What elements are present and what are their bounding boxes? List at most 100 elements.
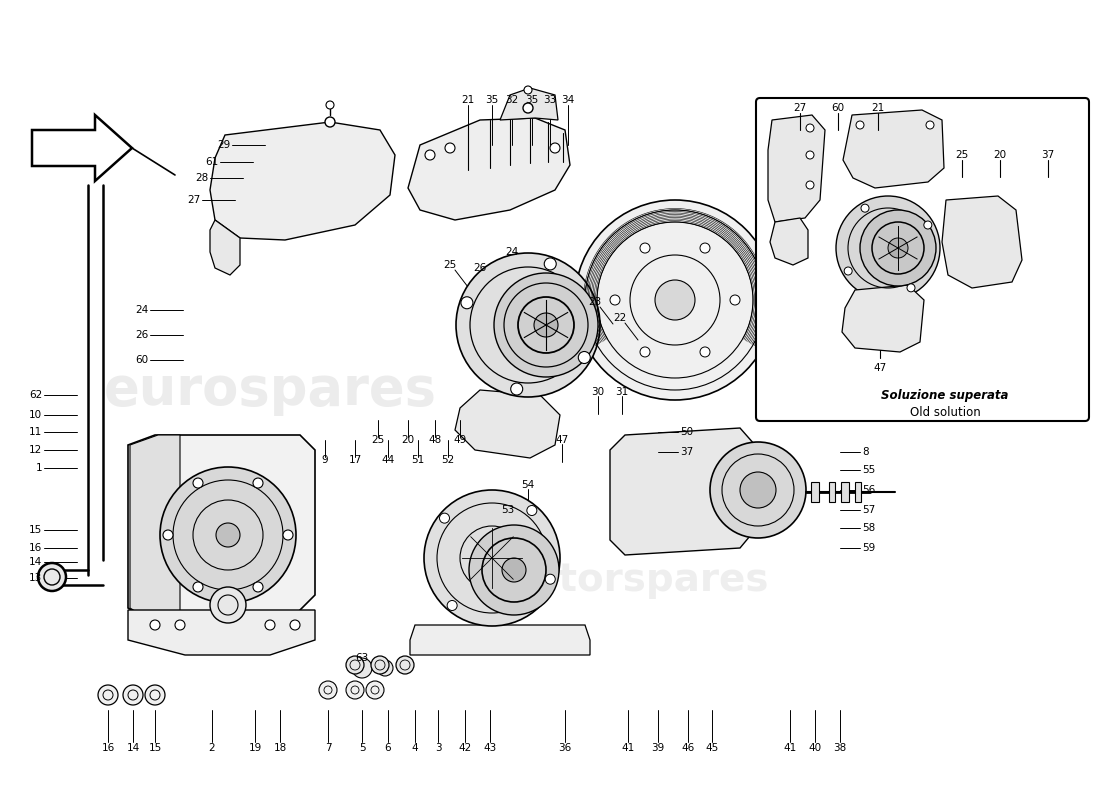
Circle shape xyxy=(346,656,364,674)
Text: 32: 32 xyxy=(505,95,518,105)
Text: eurospares: eurospares xyxy=(103,364,437,416)
Circle shape xyxy=(326,101,334,109)
Circle shape xyxy=(888,238,907,258)
Text: 38: 38 xyxy=(834,743,847,753)
Text: 24: 24 xyxy=(134,305,148,315)
Text: 53: 53 xyxy=(502,505,515,515)
Circle shape xyxy=(352,658,372,678)
Text: 45: 45 xyxy=(705,743,718,753)
Polygon shape xyxy=(942,196,1022,288)
Polygon shape xyxy=(128,610,315,655)
Text: 44: 44 xyxy=(382,455,395,465)
Polygon shape xyxy=(32,115,132,181)
Text: 4: 4 xyxy=(411,743,418,753)
Text: 8: 8 xyxy=(862,447,869,457)
Circle shape xyxy=(440,513,450,523)
Text: 3: 3 xyxy=(434,743,441,753)
Text: 2: 2 xyxy=(209,743,216,753)
Circle shape xyxy=(544,258,557,270)
Text: 51: 51 xyxy=(411,455,425,465)
Circle shape xyxy=(654,280,695,320)
Circle shape xyxy=(700,347,710,357)
Text: 9: 9 xyxy=(321,455,328,465)
Text: 30: 30 xyxy=(592,387,605,397)
Polygon shape xyxy=(770,218,808,265)
Circle shape xyxy=(192,582,204,592)
Circle shape xyxy=(346,681,364,699)
Circle shape xyxy=(836,196,940,300)
Text: 21: 21 xyxy=(871,103,884,113)
Circle shape xyxy=(192,478,204,488)
Text: 27: 27 xyxy=(187,195,200,205)
Circle shape xyxy=(446,143,455,153)
Text: 22: 22 xyxy=(614,313,627,323)
Text: Soluzione superata: Soluzione superata xyxy=(881,389,1009,402)
Text: 48: 48 xyxy=(428,435,441,445)
Text: 11: 11 xyxy=(29,427,42,437)
Circle shape xyxy=(396,656,414,674)
Text: 15: 15 xyxy=(148,743,162,753)
Circle shape xyxy=(546,574,556,584)
Text: 46: 46 xyxy=(681,743,694,753)
Circle shape xyxy=(806,151,814,159)
Circle shape xyxy=(371,656,389,674)
Polygon shape xyxy=(842,285,924,352)
Text: 47: 47 xyxy=(556,435,569,445)
Text: 12: 12 xyxy=(29,445,42,455)
Circle shape xyxy=(502,558,526,582)
Text: 26: 26 xyxy=(134,330,148,340)
Circle shape xyxy=(377,660,393,676)
Circle shape xyxy=(324,117,336,127)
Text: 17: 17 xyxy=(349,455,362,465)
Circle shape xyxy=(160,467,296,603)
Text: 59: 59 xyxy=(862,543,876,553)
Circle shape xyxy=(145,685,165,705)
Circle shape xyxy=(39,563,66,591)
Text: 25: 25 xyxy=(443,260,456,270)
Circle shape xyxy=(640,347,650,357)
Text: 14: 14 xyxy=(126,743,140,753)
Circle shape xyxy=(425,150,435,160)
Bar xyxy=(811,482,819,502)
Circle shape xyxy=(469,525,559,615)
Text: Old solution: Old solution xyxy=(910,406,980,418)
Circle shape xyxy=(366,681,384,699)
Polygon shape xyxy=(455,390,560,458)
Text: 27: 27 xyxy=(793,103,806,113)
Circle shape xyxy=(924,221,932,229)
Text: 62: 62 xyxy=(29,390,42,400)
Text: 14: 14 xyxy=(29,557,42,567)
Circle shape xyxy=(163,530,173,540)
Circle shape xyxy=(579,351,591,363)
Polygon shape xyxy=(768,115,825,222)
Polygon shape xyxy=(410,625,590,655)
Text: 23: 23 xyxy=(588,297,602,307)
Text: editorspares: editorspares xyxy=(492,561,769,599)
Circle shape xyxy=(861,204,869,212)
Circle shape xyxy=(461,297,473,309)
Text: 13: 13 xyxy=(29,573,42,583)
Circle shape xyxy=(806,181,814,189)
Circle shape xyxy=(730,295,740,305)
Text: 28: 28 xyxy=(195,173,208,183)
Text: 18: 18 xyxy=(274,743,287,753)
Circle shape xyxy=(283,530,293,540)
Circle shape xyxy=(527,506,537,515)
Text: 63: 63 xyxy=(355,653,368,663)
Circle shape xyxy=(216,523,240,547)
Text: 55: 55 xyxy=(862,465,876,475)
Polygon shape xyxy=(128,435,315,645)
Circle shape xyxy=(575,200,776,400)
Circle shape xyxy=(860,210,936,286)
Text: 25: 25 xyxy=(372,435,385,445)
Circle shape xyxy=(700,243,710,253)
Circle shape xyxy=(856,121,864,129)
Circle shape xyxy=(265,620,275,630)
Text: 16: 16 xyxy=(101,743,114,753)
Text: 7: 7 xyxy=(324,743,331,753)
Polygon shape xyxy=(610,428,755,555)
Text: 35: 35 xyxy=(526,95,539,105)
Text: 54: 54 xyxy=(521,480,535,490)
Text: 31: 31 xyxy=(615,387,628,397)
Text: 58: 58 xyxy=(862,523,876,533)
